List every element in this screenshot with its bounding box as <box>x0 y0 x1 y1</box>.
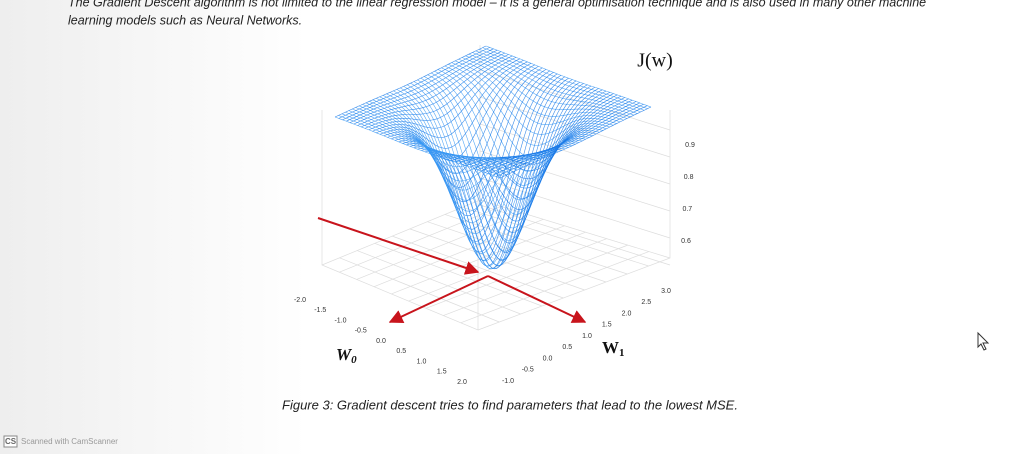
tick-label: -1.0 <box>502 378 514 385</box>
footer-logo: CS <box>5 437 17 446</box>
figure-caption: Figure 3: Gradient descent tries to find… <box>282 397 738 412</box>
floor-grid <box>460 251 650 324</box>
tick-label: 1.5 <box>437 369 447 376</box>
surface-plot: -2.0 -1.5 -1.0 -0.5 0.0 0.5 1.0 1.5 2.0 -1.0 -0.5 0… <box>294 45 695 386</box>
tick-label: 0.0 <box>376 338 386 345</box>
mesh-line <box>403 86 569 267</box>
floor-grid <box>462 206 649 267</box>
mesh-line <box>488 102 640 175</box>
mesh-line <box>334 116 501 179</box>
floor-grid <box>427 221 607 283</box>
arrow <box>487 275 587 323</box>
mesh-line <box>499 106 652 179</box>
mesh-line <box>443 87 595 222</box>
tick-label: -1.5 <box>314 307 326 314</box>
tick-label: -0.5 <box>522 367 534 374</box>
tick-label: 1.0 <box>582 333 592 340</box>
tick-label: 0.5 <box>562 344 572 351</box>
label-letter: W <box>336 345 353 364</box>
wall-grid <box>479 177 671 239</box>
mesh-line <box>362 104 528 166</box>
mesh-line <box>355 107 521 169</box>
floor-grid <box>408 231 586 302</box>
floor-grid <box>339 206 502 273</box>
floor-grid <box>409 228 585 291</box>
tick-label: 2.0 <box>457 379 467 386</box>
mesh-line <box>492 104 644 176</box>
cursor-icon <box>977 331 990 351</box>
label-subscript: 0 <box>351 354 357 366</box>
floor-grid <box>356 212 523 280</box>
back-pane <box>321 45 671 331</box>
tick-label: 1.5 <box>602 322 612 329</box>
mesh-line <box>406 84 573 270</box>
tick-label: 2.0 <box>622 310 632 317</box>
mesh-line <box>473 97 625 169</box>
mesh-line <box>484 101 637 173</box>
y-axis-label: W1 <box>602 338 625 359</box>
tick-label: -1.0 <box>334 317 346 324</box>
mesh-line <box>432 83 584 253</box>
mesh-line <box>365 102 531 167</box>
tick-label: 0.6 <box>681 238 691 245</box>
tick-label: -2.0 <box>294 297 306 304</box>
tick-label: 1.0 <box>417 358 427 365</box>
tick-label: 0.8 <box>684 174 694 181</box>
wall-grid <box>479 69 671 131</box>
tick-label: 0.0 <box>543 355 553 362</box>
tick-label: 0.7 <box>682 206 692 213</box>
mesh-line <box>447 88 599 210</box>
mesh-line <box>338 115 504 177</box>
floor-grid <box>425 238 607 309</box>
arrow <box>317 217 480 275</box>
floor-grid <box>391 225 565 295</box>
floor-grid <box>339 257 500 323</box>
mesh-line <box>341 113 507 176</box>
tick-label: -0.5 <box>355 328 367 335</box>
floor-grid <box>356 250 521 315</box>
tick-label: 2.5 <box>641 299 651 306</box>
tick-label: 3.0 <box>661 288 671 295</box>
wall-grid <box>479 204 671 266</box>
arrow <box>388 275 489 323</box>
floor-grid <box>444 214 628 275</box>
plot-title: J(w) <box>637 50 673 72</box>
mesh-line <box>396 89 562 254</box>
footer-text: Scanned with CamScanner <box>21 437 118 446</box>
floor-grid <box>443 244 628 316</box>
intro-line: learning models such as Neural Networks. <box>68 13 302 27</box>
x-axis-label: W0 <box>336 345 357 366</box>
label-subscript: 1 <box>619 347 625 359</box>
mesh-line <box>496 105 648 177</box>
mesh-line <box>345 111 511 174</box>
mesh-line <box>428 81 580 261</box>
mesh-line <box>436 84 588 244</box>
floor-grid <box>374 243 543 307</box>
mesh-line <box>389 92 555 235</box>
intro-line: The Gradient Descent algorithm is not li… <box>68 0 926 9</box>
mesh-line <box>469 95 622 168</box>
floor-grid <box>373 219 544 287</box>
logo-box <box>3 435 18 448</box>
tick-label: 0.5 <box>396 348 406 355</box>
tick-label: 0.9 <box>685 142 695 149</box>
wall-grid <box>479 123 671 185</box>
mesh-line <box>348 110 514 172</box>
label-letter: W <box>602 338 619 357</box>
